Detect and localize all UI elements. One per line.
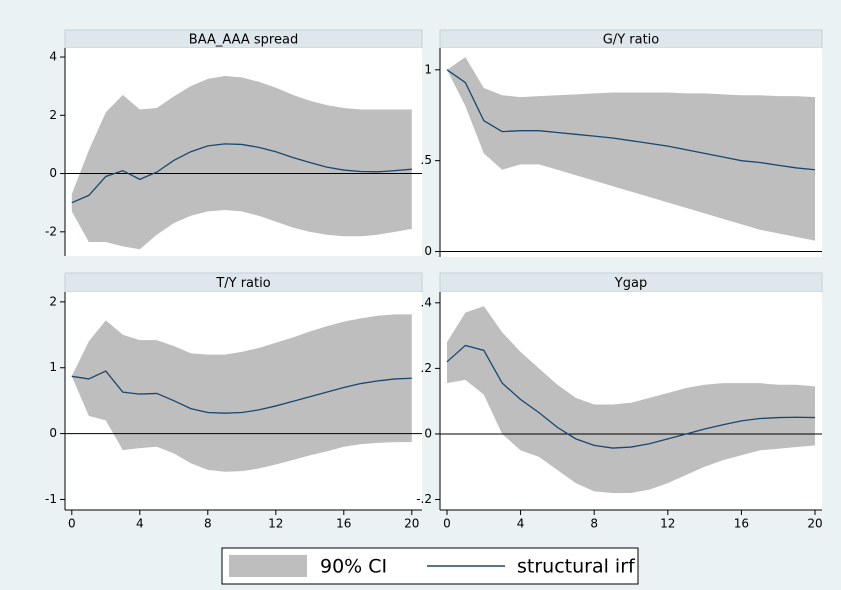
x-tick-label: 4	[517, 517, 525, 531]
y-tick-label: -1	[45, 492, 57, 506]
ci-band	[71, 314, 412, 472]
ci-band	[446, 306, 816, 493]
y-tick-label: .4	[421, 295, 432, 309]
panel-title: T/Y ratio	[215, 276, 270, 291]
legend-label: 90% CI	[320, 556, 387, 578]
ci-band	[446, 57, 816, 241]
irf-line	[71, 370, 412, 414]
y-tick-label: 0	[424, 244, 432, 258]
x-tick-label: 16	[336, 517, 351, 531]
legend-label: structural irf	[517, 556, 636, 578]
x-tick-label: 12	[268, 517, 283, 531]
x-tick-label: 4	[136, 517, 144, 531]
x-tick-label: 20	[807, 517, 822, 531]
x-tick-label: 16	[734, 517, 749, 531]
y-tick-label: 0	[424, 426, 432, 440]
panel-title: BAA_AAA spread	[189, 33, 298, 48]
x-tick-label: 20	[404, 517, 419, 531]
x-tick-label: 12	[660, 517, 675, 531]
x-tick-label: 0	[68, 517, 76, 531]
y-tick-label: .5	[421, 153, 432, 167]
y-tick-label: 1	[424, 62, 432, 76]
irf-line	[71, 143, 412, 204]
x-tick-label: 8	[590, 517, 598, 531]
x-tick-label: 8	[204, 517, 212, 531]
y-tick-label: 4	[49, 50, 57, 64]
irf-line	[446, 69, 816, 171]
y-tick-label: .2	[421, 361, 432, 375]
y-tick-label: 2	[49, 294, 57, 308]
x-tick-label: 0	[443, 517, 451, 531]
y-tick-label: -2	[45, 224, 57, 238]
y-tick-label: 0	[49, 166, 57, 180]
y-tick-label: 0	[49, 426, 57, 440]
y-tick-label: -.2	[416, 492, 432, 506]
y-tick-label: 1	[49, 360, 57, 374]
y-tick-label: 2	[49, 108, 57, 122]
irf-line	[446, 344, 816, 449]
legend-swatch	[229, 555, 307, 577]
ci-band	[71, 75, 412, 250]
panel-title: Ygap	[614, 276, 647, 291]
panel-title: G/Y ratio	[603, 33, 660, 48]
